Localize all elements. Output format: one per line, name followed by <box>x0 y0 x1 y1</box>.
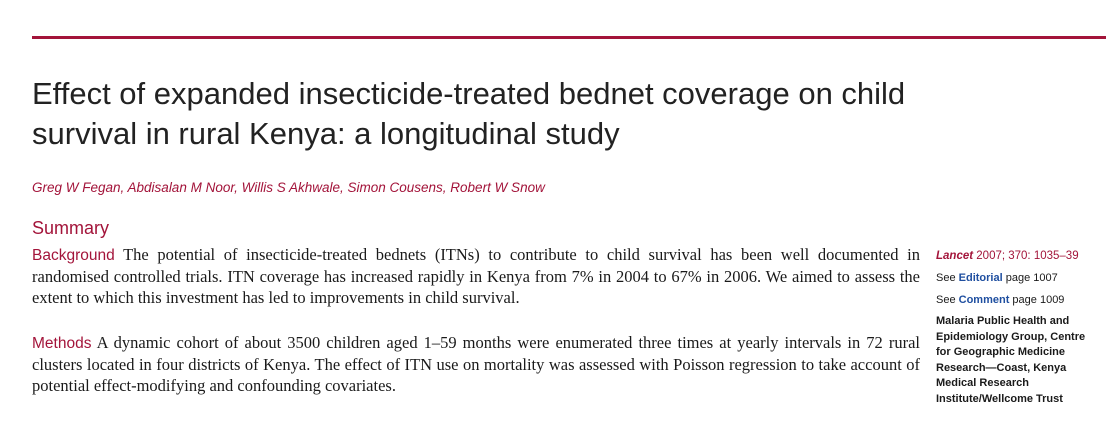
editorial-link[interactable]: Editorial <box>958 272 1003 284</box>
header-rule <box>32 36 1106 39</box>
comment-link[interactable]: Comment <box>958 294 1010 306</box>
methods-paragraph: Methods A dynamic cohort of about 3500 c… <box>32 332 920 396</box>
editorial-page: page 1007 <box>1002 272 1058 284</box>
author-affiliation: Malaria Public Health and Epidemiology G… <box>936 315 1086 405</box>
journal-name: Lancet <box>936 250 974 262</box>
background-text: The potential of insecticide-treated bed… <box>32 245 920 307</box>
citation: Lancet 2007; 370: 1035–39 <box>936 248 1101 264</box>
comment-prefix: See <box>936 294 959 306</box>
methods-text: A dynamic cohort of about 3500 children … <box>32 333 920 395</box>
editorial-prefix: See <box>936 272 959 284</box>
comment-reference: See Comment page 1009 <box>936 292 1101 308</box>
comment-page: page 1009 <box>1009 294 1065 306</box>
background-label: Background <box>32 247 115 264</box>
background-paragraph: Background The potential of insecticide-… <box>32 244 920 308</box>
sidebar: Lancet 2007; 370: 1035–39 See Editorial … <box>936 248 1101 407</box>
citation-details: 2007; 370: 1035–39 <box>973 250 1079 262</box>
methods-label: Methods <box>32 335 92 352</box>
editorial-reference: See Editorial page 1007 <box>936 270 1101 286</box>
summary-heading: Summary <box>32 218 110 238</box>
author-list: Greg W Fegan, Abdisalan M Noor, Willis S… <box>32 180 545 195</box>
article-title: Effect of expanded insecticide-treated b… <box>32 76 906 151</box>
